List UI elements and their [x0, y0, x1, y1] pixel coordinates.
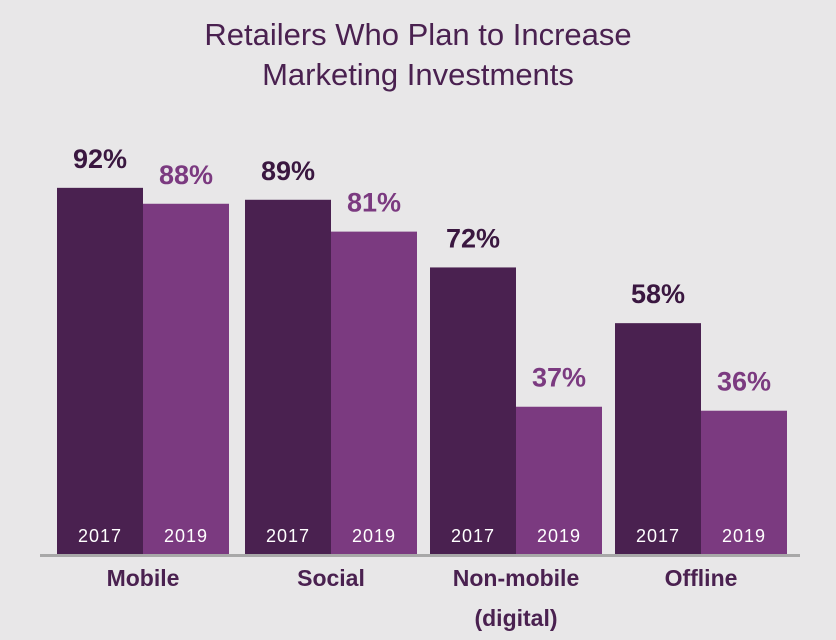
bar-mobile-2019: [143, 203, 229, 554]
bar-mobile-2017: [57, 187, 143, 554]
bar-offline-2019: [701, 410, 787, 554]
bar-offline-2017: [615, 323, 701, 554]
category-label-non-mobile-digital-line-1: Non-mobile: [453, 565, 580, 591]
series-label-mobile-2019: 2019: [164, 526, 208, 546]
value-label-offline-2017: 58%: [631, 279, 685, 309]
category-label-social: Social: [297, 565, 365, 591]
series-label-offline-2019: 2019: [722, 526, 766, 546]
category-label-mobile: Mobile: [107, 565, 180, 591]
value-label-social-2019: 81%: [347, 188, 401, 218]
value-label-mobile-2019: 88%: [159, 160, 213, 190]
series-label-mobile-2017: 2017: [78, 526, 122, 546]
value-label-social-2017: 89%: [261, 156, 315, 186]
category-label-offline: Offline: [665, 565, 738, 591]
series-label-social-2019: 2019: [352, 526, 396, 546]
value-label-mobile-2017: 92%: [73, 144, 127, 174]
series-label-non-mobile-digital-2017: 2017: [451, 526, 495, 546]
bar-social-2017: [245, 199, 331, 554]
bar-non-mobile-digital-2019: [516, 406, 602, 554]
chart-title-line-1: Retailers Who Plan to Increase: [204, 17, 632, 52]
bar-non-mobile-digital-2017: [430, 267, 516, 554]
series-label-social-2017: 2017: [266, 526, 310, 546]
value-label-non-mobile-digital-2019: 37%: [532, 363, 586, 393]
value-label-offline-2019: 36%: [717, 367, 771, 397]
category-label-non-mobile-digital-line-2: (digital): [474, 605, 557, 631]
series-label-offline-2017: 2017: [636, 526, 680, 546]
value-label-non-mobile-digital-2017: 72%: [446, 223, 500, 253]
series-label-non-mobile-digital-2019: 2019: [537, 526, 581, 546]
chart-title-line-2: Marketing Investments: [262, 57, 574, 92]
bar-social-2019: [331, 231, 417, 554]
